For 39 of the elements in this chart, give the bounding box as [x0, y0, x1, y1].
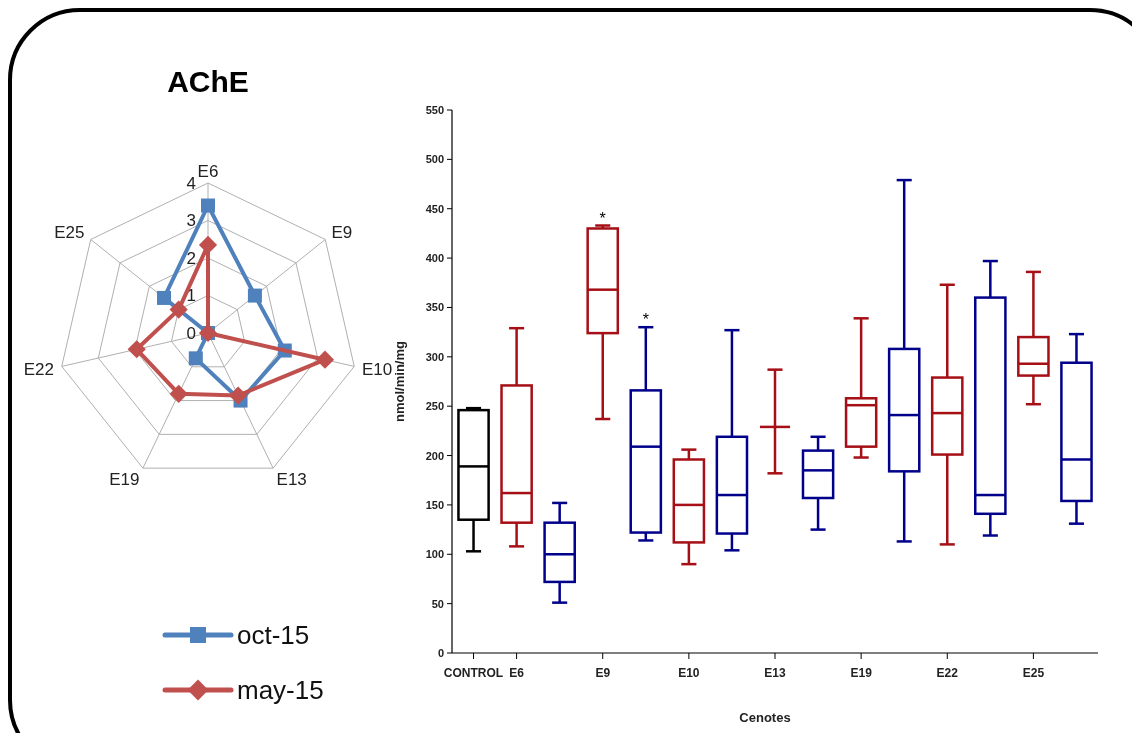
y-tick-label: 50 [431, 597, 444, 610]
y-tick-label: 0 [437, 647, 444, 659]
x-tick-label: E6 [509, 666, 525, 680]
annotation: * [599, 209, 606, 227]
spoke-label: E25 [54, 222, 85, 242]
y-tick-label: 450 [425, 202, 444, 215]
spoke-label: E19 [109, 469, 140, 489]
y-tick-label: 550 [425, 104, 444, 116]
y-tick-label: 0 [186, 323, 196, 343]
spoke-label: E9 [331, 222, 353, 242]
x-tick-label: CONTROL [443, 666, 504, 680]
x-axis-title: Cenotes [739, 710, 791, 725]
x-tick-label: E10 [678, 666, 700, 680]
y-tick-label: 2 [186, 248, 196, 268]
y-tick-label: 400 [425, 252, 444, 265]
y-tick-label: 1 [186, 286, 196, 305]
x-tick-label: E22 [936, 666, 959, 680]
spoke-label: E10 [362, 360, 393, 380]
y-tick-label: 200 [425, 449, 444, 462]
annotation: * [642, 311, 649, 329]
spoke-label: E6 [197, 162, 219, 181]
y-tick-label: 100 [425, 548, 444, 561]
y-tick-label: 300 [425, 350, 444, 363]
y-tick-label: 3 [186, 211, 196, 230]
y-tick-label: 250 [425, 400, 444, 413]
y-tick-label: 4 [186, 173, 196, 193]
chart-title: AChE [167, 65, 249, 98]
y-tick-label: 350 [425, 301, 444, 314]
spoke-label: E22 [23, 360, 54, 380]
y-axis-title: nmol/min/mg [392, 341, 407, 422]
x-tick-label: E25 [1022, 666, 1045, 680]
x-tick-label: E13 [764, 666, 786, 680]
y-tick-label: 150 [425, 498, 444, 511]
legend-label: may-15 [237, 675, 324, 705]
x-tick-label: E19 [850, 666, 873, 680]
spoke-label: E13 [276, 469, 307, 489]
legend-label: oct-15 [237, 620, 310, 650]
x-tick-label: E9 [595, 666, 611, 680]
y-tick-label: 500 [425, 153, 444, 166]
